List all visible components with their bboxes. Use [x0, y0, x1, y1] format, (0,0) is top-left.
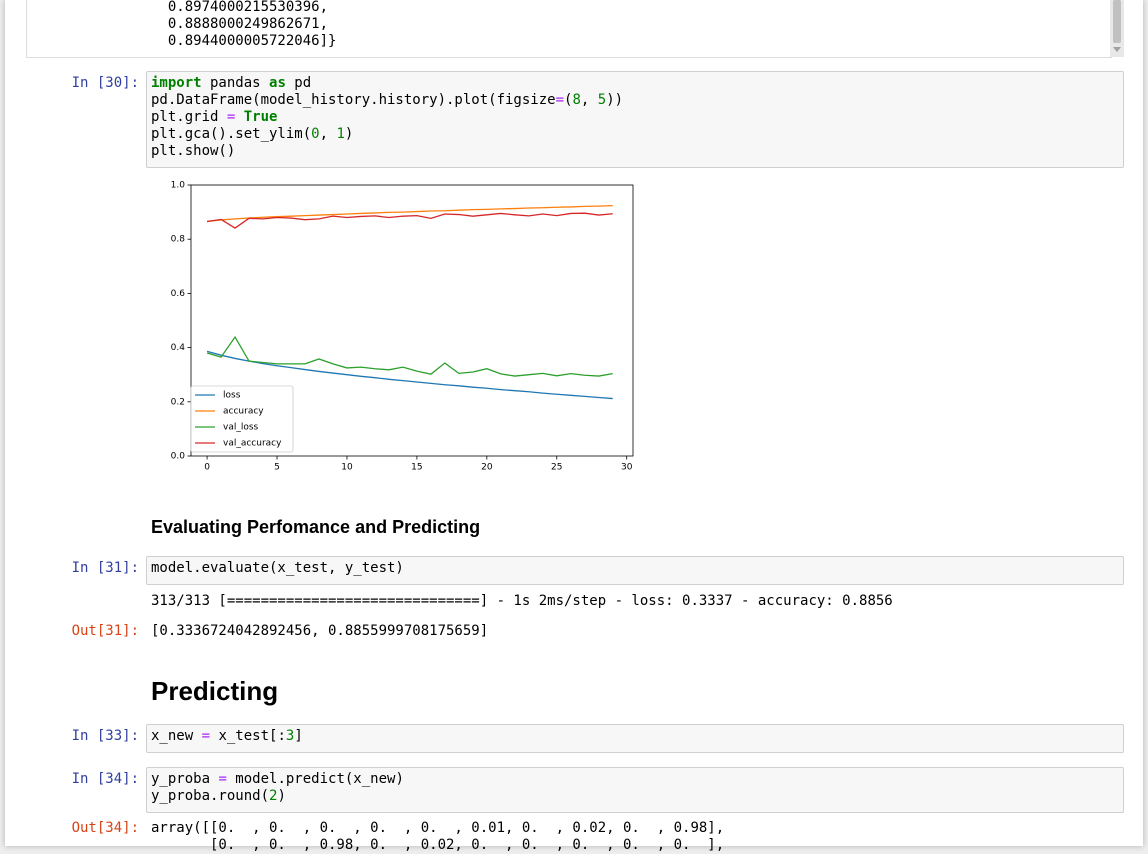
code-token: pd: [285, 75, 312, 91]
code-line: import pandas as pd: [151, 75, 311, 92]
code-token: =: [555, 92, 565, 108]
input-prompt: In [31]:: [71, 560, 139, 576]
stream-output: 313/313 [==============================]…: [151, 592, 893, 609]
input-prompt: In [30]:: [71, 75, 139, 91]
x-tick-label: 25: [551, 463, 562, 473]
code-line: plt.gca().set_ylim(0, 1): [151, 126, 353, 143]
code-line: y_proba.round(2): [151, 788, 286, 805]
y-tick-label: 0.8: [171, 235, 186, 245]
code-token: 8: [572, 92, 581, 108]
x-tick-label: 30: [621, 463, 633, 473]
x-tick-label: 10: [341, 463, 353, 473]
code-token: ]: [294, 728, 303, 744]
y-tick-label: 0.4: [171, 343, 186, 353]
x-tick-label: 5: [274, 463, 280, 473]
output-prompt: Out[34]:: [71, 819, 139, 836]
legend-box: [190, 385, 294, 453]
code-token: 1: [336, 126, 345, 142]
line-series: [206, 350, 613, 400]
output-line: 0.8974000215530396,: [151, 0, 329, 15]
line-series: [206, 335, 613, 377]
code-token: =: [226, 109, 236, 125]
legend-label: val_accuracy: [223, 439, 282, 449]
code-token: 3: [285, 728, 295, 744]
code-token: pandas: [201, 75, 270, 91]
y-tick-label: 0.6: [171, 289, 186, 299]
y-tick-label: 0.2: [171, 397, 185, 407]
code-line: x_new = x_test[:3]: [151, 728, 303, 745]
legend-label: val_loss: [223, 423, 259, 433]
code-token: y_proba.round(: [151, 788, 270, 804]
code-token: =: [218, 771, 227, 787]
scroll-down-arrow[interactable]: [1113, 47, 1121, 52]
code-line: plt.show(): [151, 143, 235, 160]
code-line: plt.grid = True: [151, 109, 277, 126]
code-input-box: [146, 724, 1124, 753]
line-series: [206, 212, 613, 229]
code-token: x_new: [151, 728, 202, 744]
legend-label: loss: [223, 391, 241, 401]
x-tick-label: 15: [411, 463, 422, 473]
chart: 0 5 10 15 20 25 30 0.0 0.2 0.4 0.6 0.8 1.0 loss accura…: [171, 181, 634, 473]
result-line: [0.3336724042892456, 0.8855999708175659]: [151, 622, 489, 639]
code-token: (: [564, 92, 573, 108]
code-token: ): [277, 788, 286, 804]
code-token: =: [201, 728, 211, 744]
code-token: 0: [311, 126, 320, 142]
code-input-box: [146, 556, 1124, 585]
code-token: 5: [597, 92, 607, 108]
code-line: y_proba = model.predict(x_new): [151, 771, 404, 788]
markdown-heading: Predicting: [151, 676, 279, 707]
code-token: model.predict(x_new): [226, 771, 404, 787]
code-token: plt.show(): [151, 143, 236, 159]
output-line: 0.8888000249862671,: [151, 16, 329, 32]
scrollbar[interactable]: [1110, 0, 1124, 57]
axes-frame: [190, 184, 634, 457]
code-input-box: [146, 71, 1124, 168]
code-line: pd.DataFrame(model_history.history).plot…: [151, 92, 623, 109]
y-tick-label: 0.0: [171, 452, 186, 462]
x-tick-label: 0: [204, 463, 210, 473]
line-series: [207, 204, 613, 222]
code-token: 2: [269, 788, 278, 804]
code-token: ,: [580, 92, 598, 108]
y-tick-label: 1.0: [171, 181, 186, 191]
output-line: 0.8944000005722046]}: [151, 33, 337, 49]
code-token: plt.gca().set_ylim(: [151, 126, 312, 142]
result-line: [0. , 0. , 0.98, 0. , 0.02, 0. , 0. , 0.…: [151, 836, 725, 853]
code-token: )): [606, 92, 624, 108]
notebook: 0 5 10 15 20 25 30 0.0 0.2 0.4 0.6 0.8 1.0 loss accura…: [5, 0, 1143, 853]
legend-label: accuracy: [223, 407, 264, 417]
code-token: ,: [319, 126, 337, 142]
markdown-heading: Evaluating Perfomance and Predicting: [151, 517, 481, 538]
result-line: array([[0. , 0. , 0. , 0. , 0. , 0.01, 0…: [151, 819, 725, 836]
output-prompt: Out[31]:: [71, 622, 139, 639]
code-token: model.evaluate(x_test, y_test): [151, 560, 404, 576]
code-token: import: [151, 75, 202, 91]
code-token: as: [269, 75, 286, 91]
code-line: model.evaluate(x_test, y_test): [151, 560, 404, 577]
input-prompt: In [34]:: [71, 771, 139, 787]
code-token: True: [243, 109, 278, 125]
x-tick-label: 20: [481, 463, 493, 473]
scrollbar-thumb[interactable]: [1113, 0, 1121, 43]
code-token: pd.DataFrame(model_history.history).plot…: [151, 92, 556, 108]
code-token: [235, 109, 243, 125]
code-token: ): [344, 126, 354, 142]
code-token: y_proba: [151, 771, 219, 787]
input-prompt: In [33]:: [71, 728, 139, 744]
code-input-box: [146, 767, 1124, 813]
code-token: plt.grid: [151, 109, 227, 125]
code-token: x_test[:: [210, 728, 286, 744]
